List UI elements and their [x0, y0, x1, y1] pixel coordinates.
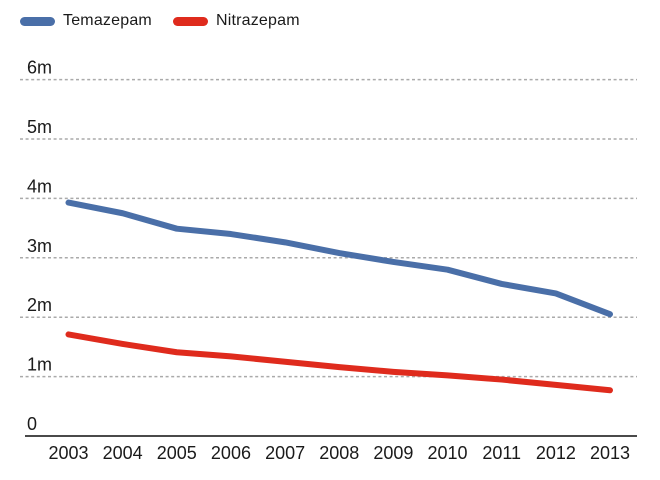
x-axis-tick-label: 2007 [265, 443, 305, 463]
x-axis-tick-label: 2009 [373, 443, 413, 463]
x-axis-tick-label: 2004 [103, 443, 143, 463]
x-axis-tick-label: 2006 [211, 443, 251, 463]
legend-item-nitrazepam: Nitrazepam [172, 12, 300, 30]
y-axis-tick-label: 4m [27, 176, 52, 196]
y-axis-tick-label: 0 [27, 414, 37, 434]
chart-legend: Temazepam Nitrazepam [20, 12, 300, 30]
y-axis-tick-label: 5m [27, 117, 52, 137]
legend-item-temazepam: Temazepam [20, 12, 152, 30]
series-line-nitrazepam [65, 331, 613, 394]
series-line-temazepam [65, 199, 613, 318]
x-axis-tick-label: 2003 [48, 443, 88, 463]
legend-label-temazepam: Temazepam [63, 12, 152, 29]
x-axis-tick-label: 2012 [536, 443, 576, 463]
nitrazepam-line-swatch [172, 16, 208, 26]
y-axis-tick-label: 3m [27, 236, 52, 256]
y-axis-tick-label: 6m [27, 58, 52, 78]
y-axis-tick-label: 2m [27, 295, 52, 315]
x-axis-tick-label: 2008 [319, 443, 359, 463]
legend-label-nitrazepam: Nitrazepam [215, 12, 300, 29]
x-axis-tick-label: 2011 [482, 443, 521, 463]
y-axis-tick-label: 1m [27, 355, 52, 375]
x-axis-tick-label: 2005 [157, 443, 197, 463]
x-axis-tick-label: 2010 [428, 443, 468, 463]
temazepam-line-swatch [20, 16, 55, 26]
x-axis-tick-label: 2013 [590, 443, 630, 463]
